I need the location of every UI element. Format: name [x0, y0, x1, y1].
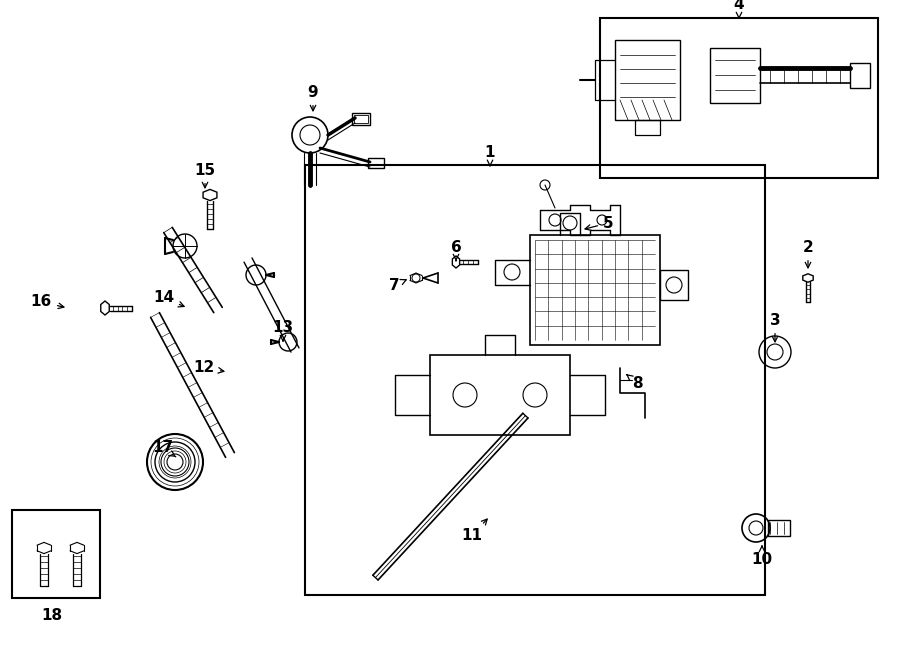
Text: 7: 7 — [390, 278, 406, 293]
Text: 5: 5 — [585, 215, 614, 231]
Bar — [352, 113, 370, 125]
Text: 12: 12 — [194, 360, 224, 375]
Text: 9: 9 — [308, 85, 319, 111]
Text: 2: 2 — [803, 240, 814, 268]
Bar — [305, 165, 765, 595]
Bar — [430, 355, 570, 435]
Text: 11: 11 — [462, 519, 487, 543]
Bar — [710, 48, 760, 103]
Text: 18: 18 — [41, 608, 63, 623]
Text: 13: 13 — [273, 320, 293, 341]
Bar — [530, 235, 660, 345]
Bar — [368, 158, 384, 168]
Text: 1: 1 — [485, 145, 495, 166]
Text: 8: 8 — [626, 375, 643, 391]
Bar — [600, 18, 878, 178]
Bar — [660, 270, 688, 300]
Text: 16: 16 — [31, 295, 64, 309]
Text: 15: 15 — [194, 163, 216, 188]
Bar — [850, 63, 870, 88]
Bar — [354, 115, 368, 123]
Bar — [12, 510, 100, 598]
Text: 17: 17 — [152, 440, 176, 457]
Bar — [768, 520, 790, 536]
Text: 3: 3 — [770, 313, 780, 342]
Text: 4: 4 — [734, 0, 744, 18]
Bar — [615, 40, 680, 120]
Text: 14: 14 — [153, 290, 184, 307]
Text: 10: 10 — [752, 546, 772, 567]
Text: 6: 6 — [451, 240, 462, 260]
